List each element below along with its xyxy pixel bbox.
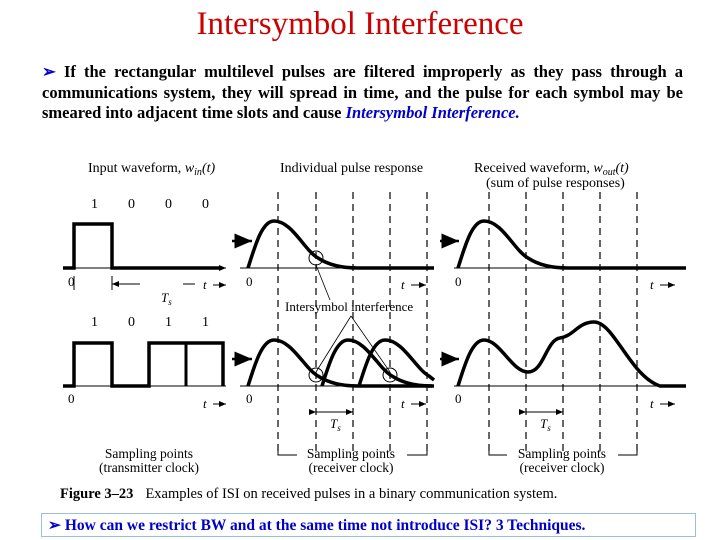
isi-circle — [308, 367, 324, 383]
t-label: t — [650, 277, 654, 292]
t-label: t — [650, 396, 654, 411]
zero-label: 0 — [246, 391, 253, 406]
ts-label: Ts — [540, 416, 551, 433]
ts-label: Ts — [161, 290, 172, 307]
bit-label: 1 — [165, 315, 172, 330]
zero-label: 0 — [68, 391, 75, 406]
sampling-lines — [277, 192, 638, 452]
input-waveform-top — [63, 222, 222, 270]
bit-label: 1 — [91, 197, 98, 212]
sampling-brackets — [277, 446, 638, 456]
sampling-labels: Sampling points (transmitter clock) Samp… — [99, 446, 606, 475]
t-label: t — [401, 277, 405, 292]
bits-top: 1 0 0 0 — [91, 197, 209, 212]
bit-label: 0 — [202, 197, 209, 212]
figure-caption: Figure 3–23 Examples of ISI on received p… — [60, 486, 557, 502]
bit-label: 0 — [128, 315, 135, 330]
bullet-arrow-icon: ➢ — [42, 62, 56, 81]
sampling-label: Sampling points — [105, 446, 193, 461]
bullet-arrow-icon: ➢ — [48, 517, 61, 534]
sampling-label: (transmitter clock) — [99, 460, 199, 475]
isi-circle — [382, 367, 398, 383]
zero-label: 0 — [246, 274, 253, 289]
zero-label: 0 — [455, 274, 462, 289]
input-waveform-bottom — [63, 341, 225, 388]
t-label: t — [203, 277, 207, 292]
isi-figure: Input waveform, win(t) Individual pulse … — [60, 161, 686, 502]
sampling-label: (receiver clock) — [519, 460, 604, 475]
intro-text: If the rectangular multilevel pulses are… — [42, 62, 683, 122]
pulse-response-4 — [357, 338, 436, 387]
pulse-response-top — [246, 219, 434, 270]
bit-label: 0 — [165, 197, 172, 212]
slide-title: Intersymbol Interference — [196, 6, 524, 42]
bits-bottom: 1 0 1 1 — [91, 315, 209, 330]
bit-label: 1 — [91, 315, 98, 330]
received-waveform-title: Received waveform, wout(t) — [474, 161, 629, 178]
input-waveform-title: Input waveform, win(t) — [88, 161, 215, 178]
bit-label: 0 — [128, 197, 135, 212]
footer-text: How can we restrict BW and at the same t… — [64, 517, 586, 534]
footer-question: ➢ How can we restrict BW and at the same… — [41, 513, 696, 537]
isi-label: Intersymbol interference — [285, 299, 413, 314]
zero-label: 0 — [455, 391, 462, 406]
intro-paragraph: ➢ If the rectangular multilevel pulses a… — [42, 62, 683, 124]
sampling-label: Sampling points — [307, 446, 395, 461]
received-waveform-bottom — [456, 320, 686, 388]
zero-label: 0 — [68, 274, 75, 289]
received-waveform-subtitle: (sum of pulse responses) — [486, 176, 625, 191]
pulse-response-1 — [246, 338, 434, 388]
t-label: t — [203, 396, 207, 411]
t-label: t — [401, 396, 405, 411]
sampling-label: Sampling points — [518, 446, 606, 461]
received-waveform-top — [456, 219, 686, 270]
bit-label: 1 — [202, 315, 209, 330]
sampling-label: (receiver clock) — [308, 460, 393, 475]
pulse-response-title: Individual pulse response — [280, 161, 423, 176]
intro-emphasis: Intersymbol Interference. — [345, 103, 520, 122]
ts-label: Ts — [330, 416, 341, 433]
